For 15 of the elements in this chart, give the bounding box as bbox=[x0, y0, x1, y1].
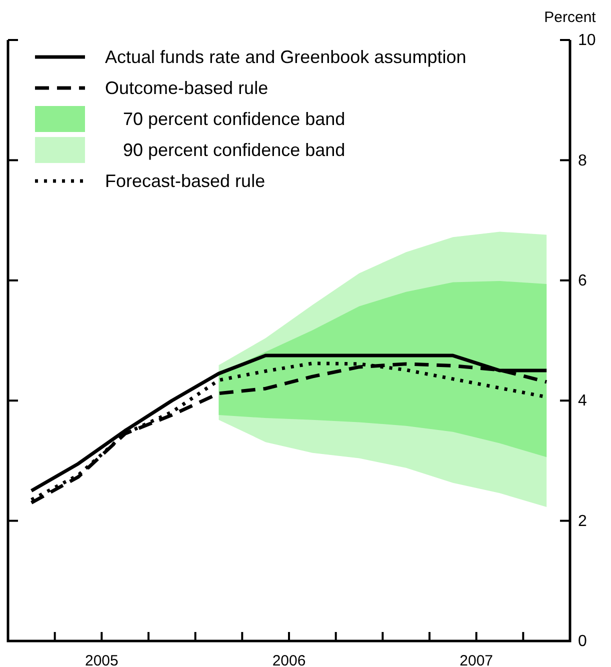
legend-label: 90 percent confidence band bbox=[123, 140, 346, 160]
y-tick-label: 0 bbox=[578, 633, 587, 650]
legend-label: Actual funds rate and Greenbook assumption bbox=[105, 47, 466, 67]
y-axis-title: Percent bbox=[544, 9, 597, 26]
x-tick-label: 2005 bbox=[84, 652, 118, 667]
x-tick-label: 2007 bbox=[460, 652, 494, 667]
y-tick-label: 4 bbox=[578, 392, 587, 410]
y-tick-label: 8 bbox=[578, 152, 587, 170]
legend-label: 70 percent confidence band bbox=[123, 109, 346, 129]
legend-label: Outcome-based rule bbox=[105, 78, 268, 98]
y-tick-label: 6 bbox=[578, 272, 587, 290]
legend-label: Forecast-based rule bbox=[105, 171, 266, 191]
x-tick-label: 2006 bbox=[272, 652, 306, 667]
y-tick-label: 2 bbox=[578, 512, 587, 530]
y-tick-label: 10 bbox=[578, 32, 596, 50]
